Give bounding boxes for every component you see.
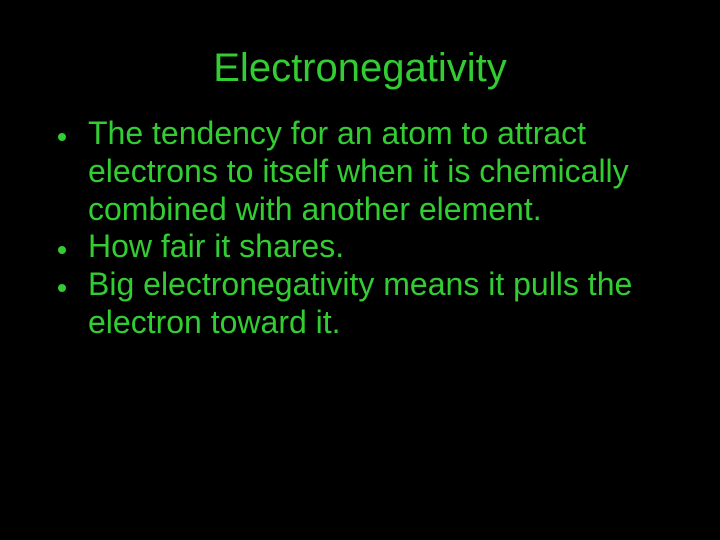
slide-title: Electronegativity (48, 40, 672, 115)
bullet-text: How fair it shares. (88, 228, 672, 266)
bullet-text: The tendency for an atom to attract elec… (88, 115, 672, 228)
list-item: Big electronegativity means it pulls the… (52, 266, 672, 342)
bullet-text: Big electronegativity means it pulls the… (88, 266, 672, 342)
list-item: The tendency for an atom to attract elec… (52, 115, 672, 228)
slide: Electronegativity The tendency for an at… (0, 0, 720, 540)
bullet-icon (58, 284, 66, 292)
bullet-list: The tendency for an atom to attract elec… (48, 115, 672, 342)
list-item: How fair it shares. (52, 228, 672, 266)
bullet-icon (58, 246, 66, 254)
bullet-icon (58, 133, 66, 141)
